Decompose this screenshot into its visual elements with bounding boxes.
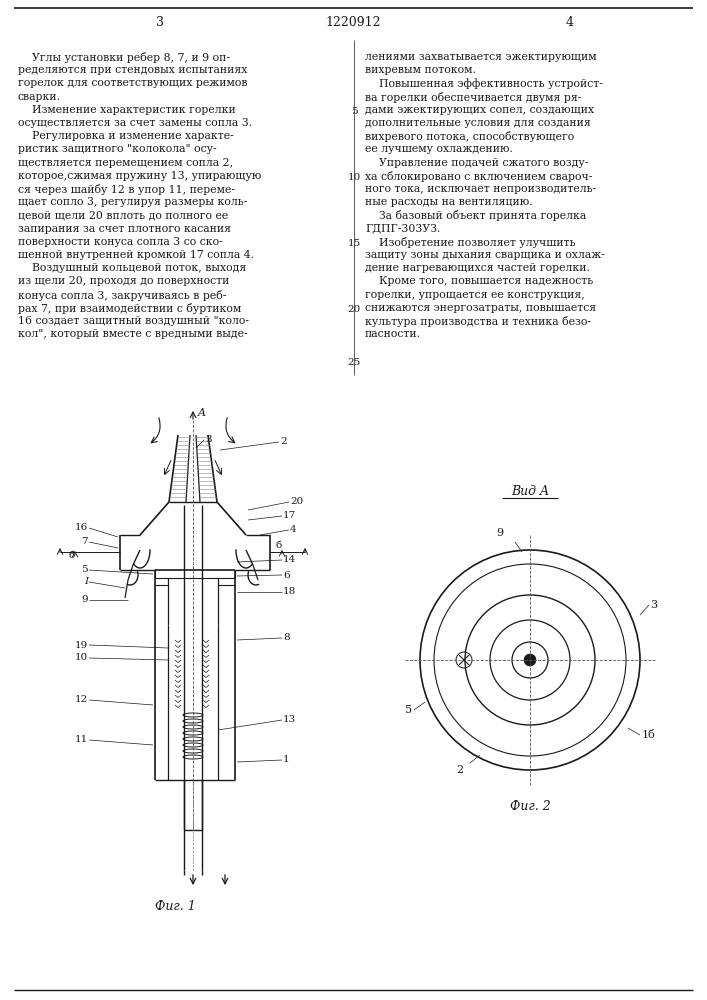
Text: Регулировка и изменение характе-: Регулировка и изменение характе- [32, 131, 234, 141]
Text: культура производства и техника безо-: культура производства и техника безо- [365, 316, 591, 327]
Text: ществляется перемещением сопла 2,: ществляется перемещением сопла 2, [18, 158, 233, 168]
Text: 14: 14 [283, 556, 296, 564]
Text: 12: 12 [75, 696, 88, 704]
Text: шенной внутренней кромкой 17 сопла 4.: шенной внутренней кромкой 17 сопла 4. [18, 250, 254, 260]
Text: ся через шайбу 12 в упор 11, переме-: ся через шайбу 12 в упор 11, переме- [18, 184, 235, 195]
Text: дами эжектирующих сопел, создающих: дами эжектирующих сопел, создающих [365, 105, 594, 115]
Text: 4: 4 [566, 15, 574, 28]
Text: 17: 17 [283, 512, 296, 520]
Text: Кроме того, повышается надежность: Кроме того, повышается надежность [379, 276, 593, 286]
Text: 9: 9 [496, 528, 503, 538]
Text: из щели 20, проходя до поверхности: из щели 20, проходя до поверхности [18, 276, 229, 286]
Text: сварки.: сварки. [18, 92, 61, 102]
Text: горелки, упрощается ее конструкция,: горелки, упрощается ее конструкция, [365, 290, 585, 300]
Text: 7: 7 [81, 538, 88, 546]
Text: поверхности конуса сопла 3 со ско-: поверхности конуса сопла 3 со ско- [18, 237, 223, 247]
Text: запирания за счет плотного касания: запирания за счет плотного касания [18, 224, 231, 234]
Text: защиту зоны дыхания сварщика и охлаж-: защиту зоны дыхания сварщика и охлаж- [365, 250, 605, 260]
Text: б: б [69, 552, 75, 560]
Text: A: A [198, 408, 206, 418]
Text: кол", который вместе с вредными выде-: кол", который вместе с вредными выде- [18, 329, 247, 339]
Text: 18: 18 [283, 587, 296, 596]
Text: 10: 10 [347, 173, 361, 182]
Text: Изменение характеристик горелки: Изменение характеристик горелки [32, 105, 235, 115]
Text: 2: 2 [457, 765, 464, 775]
Circle shape [524, 654, 536, 666]
Text: щает сопло 3, регулируя размеры коль-: щает сопло 3, регулируя размеры коль- [18, 197, 247, 207]
Text: ха сблокировано с включением свароч-: ха сблокировано с включением свароч- [365, 171, 592, 182]
Text: 1: 1 [283, 756, 290, 764]
Text: Фиг. 1: Фиг. 1 [155, 900, 195, 913]
Text: дополнительные условия для создания: дополнительные условия для создания [365, 118, 591, 128]
Text: 2: 2 [280, 438, 286, 446]
Text: ГДПГ-303УЗ.: ГДПГ-303УЗ. [365, 224, 440, 234]
Text: 16 создает защитный воздушный "коло-: 16 создает защитный воздушный "коло- [18, 316, 249, 326]
Text: б: б [275, 540, 281, 550]
Text: Повышенная эффективность устройст-: Повышенная эффективность устройст- [379, 78, 603, 89]
Text: вихревым потоком.: вихревым потоком. [365, 65, 476, 75]
Text: 6: 6 [283, 570, 290, 580]
Text: ее лучшему охлаждению.: ее лучшему охлаждению. [365, 144, 513, 154]
Text: ного тока, исключает непроизводитель-: ного тока, исключает непроизводитель- [365, 184, 596, 194]
Text: 25: 25 [347, 358, 361, 367]
Text: вихревого потока, способствующего: вихревого потока, способствующего [365, 131, 574, 142]
Text: рах 7, при взаимодействии с буртиком: рах 7, при взаимодействии с буртиком [18, 303, 241, 314]
Text: 5: 5 [405, 705, 412, 715]
Text: 19: 19 [75, 641, 88, 650]
Text: 15: 15 [347, 239, 361, 248]
Text: 16: 16 [75, 524, 88, 532]
Text: 11: 11 [75, 736, 88, 744]
Text: 10: 10 [75, 654, 88, 662]
Text: За базовый объект принята горелка: За базовый объект принята горелка [379, 210, 586, 221]
Text: горелок для соответствующих режимов: горелок для соответствующих режимов [18, 78, 247, 88]
Text: пасности.: пасности. [365, 329, 421, 339]
Text: 9: 9 [81, 595, 88, 604]
Text: 5: 5 [351, 107, 357, 116]
Text: Изобретение позволяет улучшить: Изобретение позволяет улучшить [379, 237, 575, 248]
Text: ристик защитного "колокола" осу-: ристик защитного "колокола" осу- [18, 144, 216, 154]
Text: 3: 3 [156, 15, 164, 28]
Text: осуществляется за счет замены сопла 3.: осуществляется за счет замены сопла 3. [18, 118, 252, 128]
Text: ределяются при стендовых испытаниях: ределяются при стендовых испытаниях [18, 65, 247, 75]
Text: ные расходы на вентиляцию.: ные расходы на вентиляцию. [365, 197, 532, 207]
Text: 5: 5 [81, 566, 88, 574]
Text: цевой щели 20 вплоть до полного ее: цевой щели 20 вплоть до полного ее [18, 210, 228, 220]
Text: 3: 3 [205, 436, 211, 444]
Text: 8: 8 [283, 634, 290, 643]
Text: которое,сжимая пружину 13, упирающую: которое,сжимая пружину 13, упирающую [18, 171, 262, 181]
Text: I: I [84, 578, 88, 586]
Text: 1220912: 1220912 [325, 15, 381, 28]
Text: Углы установки ребер 8, 7, и 9 оп-: Углы установки ребер 8, 7, и 9 оп- [32, 52, 230, 63]
Text: 4: 4 [290, 526, 297, 534]
Text: 3: 3 [650, 600, 657, 610]
Text: ва горелки обеспечивается двумя ря-: ва горелки обеспечивается двумя ря- [365, 92, 581, 103]
Text: снижаются энергозатраты, повышается: снижаются энергозатраты, повышается [365, 303, 596, 313]
Text: лениями захватывается эжектирующим: лениями захватывается эжектирующим [365, 52, 597, 62]
Text: Управление подачей сжатого возду-: Управление подачей сжатого возду- [379, 158, 588, 168]
Text: 13: 13 [283, 716, 296, 724]
Text: Фиг. 2: Фиг. 2 [510, 800, 550, 813]
Text: конуса сопла 3, закручиваясь в реб-: конуса сопла 3, закручиваясь в реб- [18, 290, 226, 301]
Text: Вид A: Вид A [511, 485, 549, 498]
Text: 20: 20 [290, 497, 303, 506]
Text: 1б: 1б [642, 730, 656, 740]
Text: 20: 20 [347, 305, 361, 314]
Text: Воздушный кольцевой поток, выходя: Воздушный кольцевой поток, выходя [32, 263, 246, 273]
Text: дение нагревающихся частей горелки.: дение нагревающихся частей горелки. [365, 263, 590, 273]
